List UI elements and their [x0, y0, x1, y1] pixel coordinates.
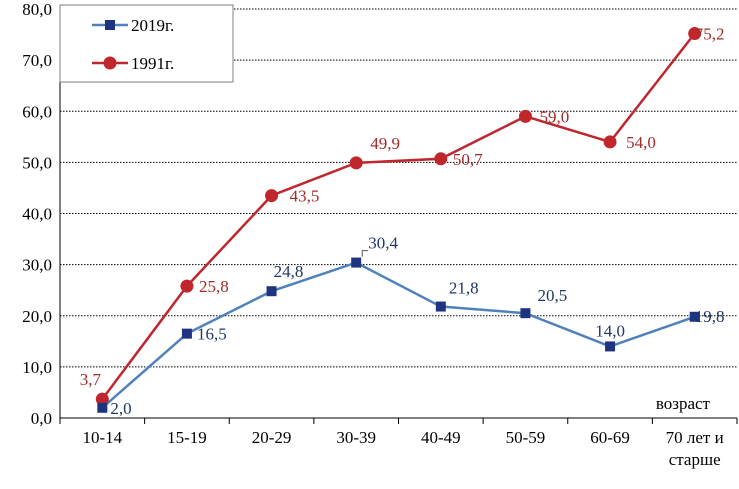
marker-1991-point	[95, 392, 109, 406]
data-label: 43,5	[290, 187, 320, 206]
marker-2019-point	[181, 328, 192, 339]
y-tick-label: 20,0	[22, 307, 52, 326]
marker-1991-point	[349, 156, 363, 170]
y-tick-label: 40,0	[22, 205, 52, 224]
data-label: 2,0	[110, 399, 131, 418]
data-label: 30,4	[368, 234, 398, 253]
data-label: 50,7	[453, 150, 483, 169]
legend-marker	[105, 20, 115, 30]
data-label: 24,8	[274, 262, 304, 281]
x-tick-label: 15-19	[167, 428, 207, 447]
x-tick-label: 30-39	[336, 428, 376, 447]
marker-2019-point	[520, 308, 531, 319]
y-tick-label: 70,0	[22, 51, 52, 70]
marker-2019-point	[605, 341, 616, 352]
marker-1991-point	[265, 189, 279, 203]
marker-2019-point	[266, 286, 277, 297]
y-tick-label: 30,0	[22, 256, 52, 275]
legend-box	[59, 4, 234, 83]
data-label: 75,2	[695, 25, 725, 44]
data-labels: 2,0 16,5 24,8 30,4 21,8 20,5 14,0 19,8 3,7 25,8 43…	[80, 25, 725, 418]
y-tick-label: 10,0	[22, 358, 52, 377]
data-label: 21,8	[449, 279, 479, 298]
x-tick-label: 20-29	[252, 428, 292, 447]
legend-marker	[103, 56, 117, 70]
legend: 2019г. 1991г.	[59, 4, 234, 83]
legend-label: 1991г.	[131, 54, 174, 73]
y-tick-label: 80,0	[22, 0, 52, 19]
x-axis-label: возраст	[656, 394, 711, 413]
x-tick-label: 50-59	[506, 428, 546, 447]
x-tick-label: 40-49	[421, 428, 461, 447]
data-label: 25,8	[199, 277, 229, 296]
data-label: 59,0	[539, 107, 569, 126]
marker-1991-point	[518, 109, 532, 123]
data-label: 49,9	[370, 134, 400, 153]
marker-2019-point	[351, 257, 362, 268]
x-tick-label: 70 лет и	[666, 428, 724, 447]
marker-1991-point	[603, 135, 617, 149]
legend-label: 2019г.	[131, 16, 174, 35]
data-label: 19,8	[695, 307, 725, 326]
axes: 0,0 10,0 20,0 30,0 40,0 50,0 60,0 70,0 80,0 10-14…	[22, 0, 738, 469]
marker-2019-point	[689, 311, 700, 322]
y-tick-label: 50,0	[22, 153, 52, 172]
series-line-2019г.	[101, 261, 696, 409]
marker-1991-point	[180, 279, 194, 293]
data-label: 14,0	[595, 321, 625, 340]
series-line-1991г.	[101, 32, 696, 400]
gridlines	[60, 8, 737, 368]
marker-1991-point	[434, 152, 448, 166]
data-label: 16,5	[197, 325, 227, 344]
y-tick-label: 0,0	[31, 409, 52, 428]
data-label: 20,5	[537, 286, 567, 305]
series-lines	[95, 27, 702, 413]
marker-2019-point	[435, 301, 446, 312]
x-tick-label: 10-14	[82, 428, 122, 447]
x-tick-label: старше	[669, 450, 721, 469]
x-tick-label: 60-69	[590, 428, 630, 447]
label-leader-line	[361, 250, 369, 257]
y-tick-label: 60,0	[22, 102, 52, 121]
data-label: 3,7	[80, 370, 102, 389]
data-label: 54,0	[626, 133, 656, 152]
marker-1991-point	[688, 27, 702, 41]
marker-2019-point	[97, 402, 108, 413]
